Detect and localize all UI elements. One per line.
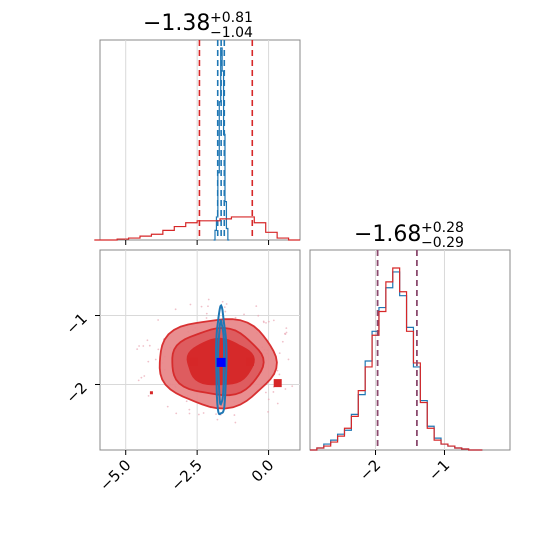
sample-point	[205, 312, 208, 315]
sample-point	[233, 414, 236, 416]
red-marker	[189, 357, 198, 366]
histogram-series	[310, 267, 483, 451]
red-marker	[273, 379, 282, 388]
sample-point	[284, 333, 287, 336]
sample-point	[189, 303, 192, 306]
sample-point	[221, 300, 224, 303]
sample-point	[207, 305, 209, 308]
title-upper-error: +0.28	[421, 220, 464, 236]
sample-point	[255, 305, 258, 307]
sample-point	[146, 339, 149, 342]
sample-point	[136, 348, 139, 351]
sample-point	[272, 319, 275, 322]
red-marker	[246, 357, 254, 366]
sample-point	[267, 398, 270, 401]
sample-point	[142, 345, 145, 347]
sample-point	[225, 303, 228, 305]
sample-point	[175, 412, 178, 415]
bottom-histogram-frame	[309, 249, 511, 451]
sample-point	[147, 360, 150, 363]
title-lower-error: −0.29	[421, 235, 464, 251]
sample-point	[205, 317, 208, 319]
histogram-series	[310, 271, 483, 451]
sample-point	[200, 305, 203, 308]
sample-point	[166, 405, 169, 408]
sample-point	[264, 391, 267, 394]
title-value: −1.38	[143, 11, 210, 36]
sample-point	[202, 412, 205, 414]
sample-point	[185, 400, 188, 403]
sample-point	[223, 306, 226, 309]
sample-point	[157, 348, 160, 351]
sample-point	[154, 358, 157, 361]
title-value: −1.68	[354, 222, 421, 247]
sample-point	[285, 327, 288, 330]
sample-point	[276, 402, 279, 405]
histogram-series	[213, 47, 230, 241]
histogram-series	[94, 216, 300, 241]
sample-point	[234, 421, 237, 424]
sample-point	[267, 320, 270, 323]
sample-point	[281, 340, 284, 343]
sample-point	[216, 418, 219, 421]
sample-point	[188, 408, 191, 411]
x-tick-label: 0.0	[248, 456, 278, 486]
sample-point	[285, 331, 288, 334]
sample-point	[257, 314, 260, 317]
sample-point	[291, 385, 294, 388]
sample-point	[207, 298, 210, 301]
sample-point	[278, 373, 281, 376]
sample-point	[147, 394, 150, 397]
sample-point	[140, 376, 143, 379]
sample-point	[267, 410, 269, 413]
x-tick-label: −2.5	[167, 456, 205, 494]
sample-point	[148, 344, 151, 347]
sample-point	[234, 316, 237, 319]
sample-point	[284, 388, 287, 390]
sample-point	[272, 391, 275, 393]
x-tick-label: −2	[356, 456, 384, 484]
top-histogram-title: −1.38 +0.81 −1.04	[143, 10, 253, 41]
x-tick-label: −1	[425, 456, 453, 484]
sample-point	[157, 319, 160, 321]
sample-point	[287, 358, 290, 361]
contour-frame	[99, 249, 301, 451]
sample-point	[243, 313, 245, 316]
blue-marker	[216, 357, 226, 367]
plot-marks	[94, 40, 483, 451]
sample-point	[188, 412, 191, 415]
x-tick-label: −5.0	[96, 456, 134, 494]
sample-point	[265, 321, 267, 324]
sample-point	[278, 352, 281, 355]
sample-point	[143, 375, 146, 377]
blue-contour	[215, 303, 228, 416]
sample-point	[137, 379, 140, 382]
title-upper-error: +0.81	[210, 10, 253, 26]
red-marker	[149, 391, 153, 395]
sample-point	[224, 310, 227, 313]
sample-point	[138, 345, 141, 347]
y-tick-label: −1	[62, 310, 90, 338]
bottom-histogram-title: −1.68 +0.28 −0.29	[354, 220, 464, 251]
sample-point	[174, 308, 177, 311]
sample-point	[262, 321, 265, 324]
title-lower-error: −1.04	[210, 25, 253, 41]
sample-point	[215, 413, 217, 416]
sample-point	[197, 413, 200, 416]
y-tick-label: −2	[62, 379, 90, 407]
sample-point	[276, 369, 279, 372]
